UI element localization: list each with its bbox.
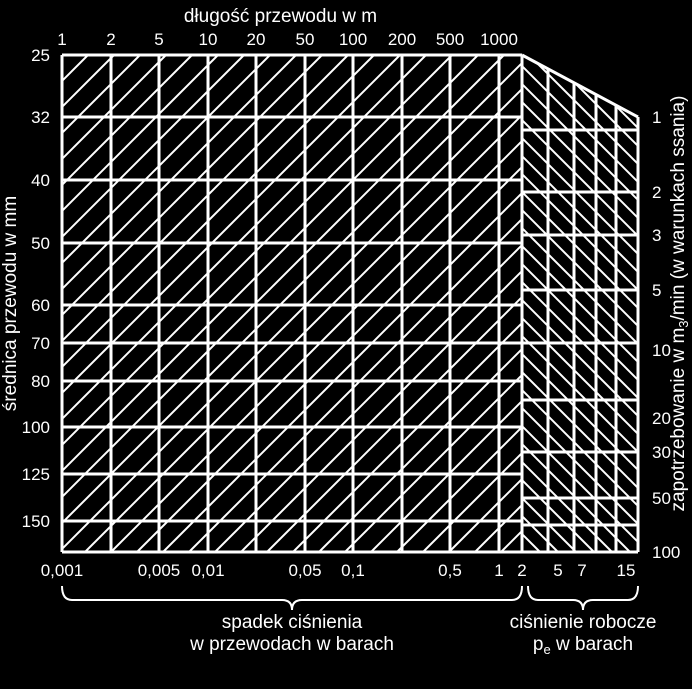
- left-tick: 125: [22, 465, 50, 484]
- bottom-tick: 0,1: [341, 561, 365, 580]
- bottom-tick: 1: [494, 561, 503, 580]
- bottom-tick: 0,01: [191, 561, 224, 580]
- bottom-tick: 2: [517, 561, 526, 580]
- bottom-left-title-1: spadek ciśnienia: [222, 612, 363, 633]
- right-tick: 2: [652, 183, 661, 202]
- left-tick: 70: [31, 334, 50, 353]
- top-axis-title: długość przewodu w m: [184, 6, 377, 27]
- left-tick: 50: [31, 234, 50, 253]
- bottom-right-title-2: pe w barach: [533, 634, 633, 657]
- right-tick: 3: [652, 226, 661, 245]
- side-bottom-tick: 7: [577, 561, 586, 580]
- top-tick: 20: [247, 30, 266, 49]
- brace-right: [528, 586, 638, 610]
- top-tick: 200: [388, 30, 416, 49]
- right-tick: 1: [652, 108, 661, 127]
- bottom-tick: 0,05: [288, 561, 321, 580]
- left-tick: 100: [22, 418, 50, 437]
- top-tick: 10: [199, 30, 218, 49]
- top-tick: 100: [339, 30, 367, 49]
- side-bottom-tick: 5: [553, 561, 562, 580]
- side-bottom-tick: 15: [617, 561, 636, 580]
- brace-left: [62, 586, 522, 610]
- left-tick: 32: [31, 108, 50, 127]
- bottom-right-title-1: ciśnienie robocze: [510, 612, 657, 633]
- right-tick: 5: [652, 281, 661, 300]
- top-tick: 50: [296, 30, 315, 49]
- right-axis-title: zapotrzebowanie w m3/min (w warunkach ss…: [668, 96, 691, 512]
- left-tick: 25: [31, 46, 50, 65]
- top-tick: 5: [154, 30, 163, 49]
- bottom-tick: 0,5: [438, 561, 462, 580]
- bottom-tick: 0,001: [41, 561, 84, 580]
- top-tick: 2: [106, 30, 115, 49]
- top-tick: 500: [436, 30, 464, 49]
- left-tick: 80: [31, 372, 50, 391]
- left-axis-title: średnica przewodu w mm: [0, 196, 21, 411]
- top-tick: 1: [57, 30, 66, 49]
- nomograph: 1251020501002005001000253240506070801001…: [0, 0, 692, 689]
- top-tick: 1000: [480, 30, 518, 49]
- left-tick: 150: [22, 512, 50, 531]
- left-tick: 60: [31, 296, 50, 315]
- right-tick: 100: [652, 543, 680, 562]
- bottom-tick: 0,005: [138, 561, 181, 580]
- left-tick: 40: [31, 171, 50, 190]
- bottom-left-title-2: w przewodach w barach: [189, 634, 394, 655]
